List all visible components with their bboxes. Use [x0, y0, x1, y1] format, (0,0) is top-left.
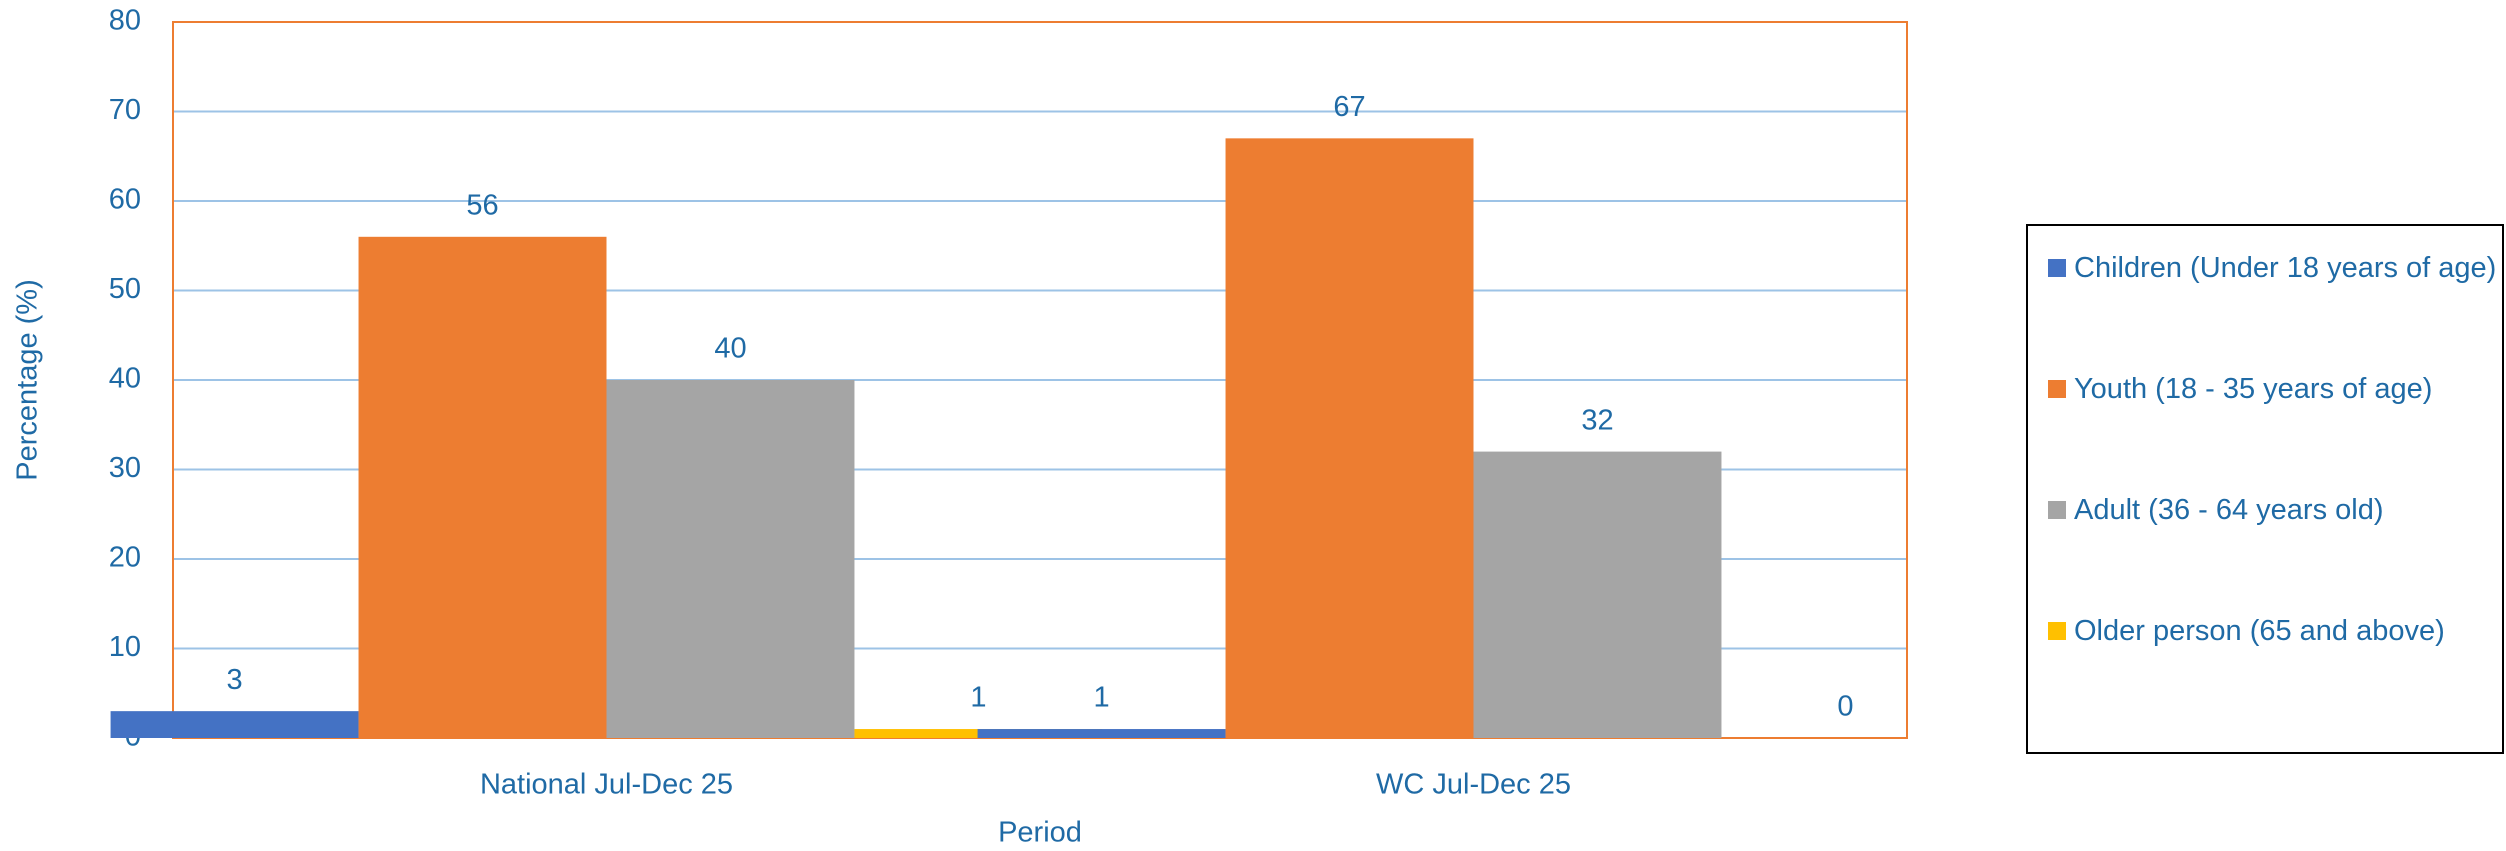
- data-label: 0: [1837, 691, 1853, 723]
- y-tick-label: 10: [109, 631, 141, 663]
- legend-entry: Children (Under 18 years of age): [2048, 248, 2498, 288]
- legend-entry: Youth (18 - 35 years of age): [2048, 369, 2498, 409]
- data-label: 1: [1093, 682, 1109, 714]
- legend-label: Adult (36 - 64 years old): [2074, 494, 2384, 526]
- legend-label: Children (Under 18 years of age): [2074, 252, 2497, 284]
- data-label: 40: [714, 333, 746, 365]
- y-tick-label: 80: [109, 5, 141, 37]
- y-tick-label: 40: [109, 363, 141, 395]
- y-axis-label: Percentage (%): [12, 279, 44, 481]
- bar: [977, 729, 1226, 738]
- y-tick-label: 30: [109, 452, 141, 484]
- bar: [606, 380, 855, 738]
- x-tick-label: WC Jul-Dec 25: [1376, 769, 1571, 801]
- bar: [358, 236, 607, 739]
- y-tick-label: 70: [109, 94, 141, 126]
- legend: Children (Under 18 years of age) Youth (1…: [2026, 224, 2504, 754]
- legend-swatch: [2048, 501, 2066, 519]
- y-tick-label: 20: [109, 542, 141, 574]
- y-tick-label: 50: [109, 273, 141, 305]
- x-axis-label: Period: [998, 817, 1082, 849]
- bar: [110, 711, 359, 738]
- x-tick-label: National Jul-Dec 25: [480, 769, 733, 801]
- data-label: 67: [1333, 91, 1365, 123]
- data-label: 3: [226, 664, 242, 696]
- legend-entry: Older person (65 and above): [2048, 611, 2498, 651]
- legend-swatch: [2048, 259, 2066, 277]
- y-tick-label: 60: [109, 184, 141, 216]
- legend-swatch: [2048, 380, 2066, 398]
- bar: [1473, 451, 1722, 738]
- legend-label: Youth (18 - 35 years of age): [2074, 373, 2433, 405]
- legend-swatch: [2048, 622, 2066, 640]
- legend-entry: Adult (36 - 64 years old): [2048, 490, 2498, 530]
- data-label: 56: [466, 189, 498, 221]
- data-label: 32: [1581, 404, 1613, 436]
- legend-label: Older person (65 and above): [2074, 615, 2445, 647]
- bar: [1225, 138, 1474, 739]
- data-label: 1: [970, 682, 986, 714]
